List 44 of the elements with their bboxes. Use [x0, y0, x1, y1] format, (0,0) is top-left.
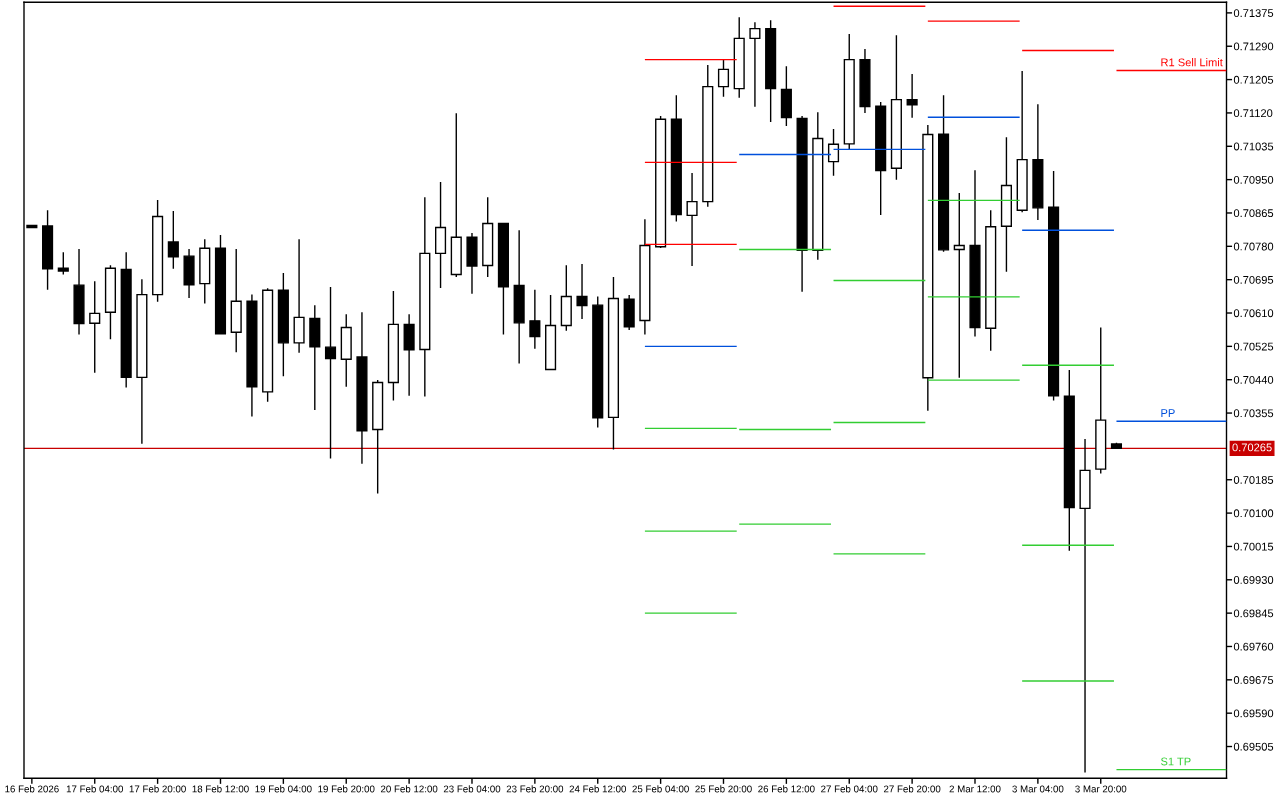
y-tick-label: 0.69760 [1233, 642, 1274, 651]
x-tick-label: 3 Mar 20:00 [1075, 785, 1127, 793]
y-tick-label: 0.69675 [1233, 676, 1274, 684]
y-tick-label: 0.71120 [1233, 109, 1273, 118]
y-tick-label: 0.70355 [1233, 409, 1274, 418]
x-tick-label: 27 Feb 04:00 [821, 785, 878, 793]
y-tick-label: 0.70015 [1233, 542, 1274, 551]
y-tick-label: 0.70865 [1233, 209, 1274, 218]
y-tick-label: 0.69505 [1233, 742, 1274, 751]
y-tick-label: 0.71375 [1233, 9, 1274, 18]
x-tick-label: 16 Feb 2026 [5, 785, 59, 793]
y-tick-label: 0.70780 [1233, 242, 1274, 251]
x-tick-label: 23 Feb 04:00 [443, 785, 501, 793]
x-tick-label: 17 Feb 20:00 [129, 785, 186, 793]
y-tick-label: 0.69930 [1233, 576, 1274, 584]
x-tick-label: 25 Feb 20:00 [695, 785, 752, 793]
y-tick-label: 0.69845 [1233, 609, 1274, 618]
x-tick-label: 18 Feb 12:00 [192, 785, 249, 793]
x-tick-label: 26 Feb 12:00 [758, 785, 815, 793]
y-tick-label: 0.70525 [1233, 342, 1274, 351]
y-tick-label: 0.71205 [1233, 75, 1274, 84]
series-label: S1 TP [1160, 757, 1191, 766]
y-tick-label: 0.70100 [1233, 509, 1274, 518]
ref-line-label: 0.70265 [1232, 443, 1272, 452]
series-label: R1 Sell Limit [1161, 58, 1223, 67]
y-tick-label: 0.70185 [1233, 476, 1274, 484]
x-tick-label: 20 Feb 12:00 [380, 785, 438, 793]
x-tick-label: 2 Mar 12:00 [949, 785, 1001, 793]
y-tick-label: 0.70440 [1233, 375, 1274, 384]
x-tick-label: 27 Feb 20:00 [883, 785, 941, 793]
x-tick-label: 17 Feb 04:00 [66, 785, 124, 793]
x-tick-label: 24 Feb 12:00 [569, 785, 627, 793]
x-tick-label: 25 Feb 04:00 [632, 785, 689, 793]
x-tick-label: 19 Feb 20:00 [318, 785, 375, 793]
series-label: PP [1161, 409, 1175, 417]
y-tick-label: 0.70695 [1233, 275, 1274, 284]
y-tick-label: 0.71035 [1233, 142, 1274, 151]
y-tick-label: 0.71290 [1233, 42, 1274, 51]
x-tick-label: 3 Mar 04:00 [1012, 785, 1064, 793]
y-tick-label: 0.69590 [1233, 709, 1274, 718]
x-tick-label: 19 Feb 04:00 [255, 785, 312, 793]
y-tick-label: 0.70610 [1233, 309, 1274, 318]
y-tick-label: 0.70950 [1233, 175, 1274, 184]
x-tick-label: 23 Feb 20:00 [506, 785, 564, 793]
